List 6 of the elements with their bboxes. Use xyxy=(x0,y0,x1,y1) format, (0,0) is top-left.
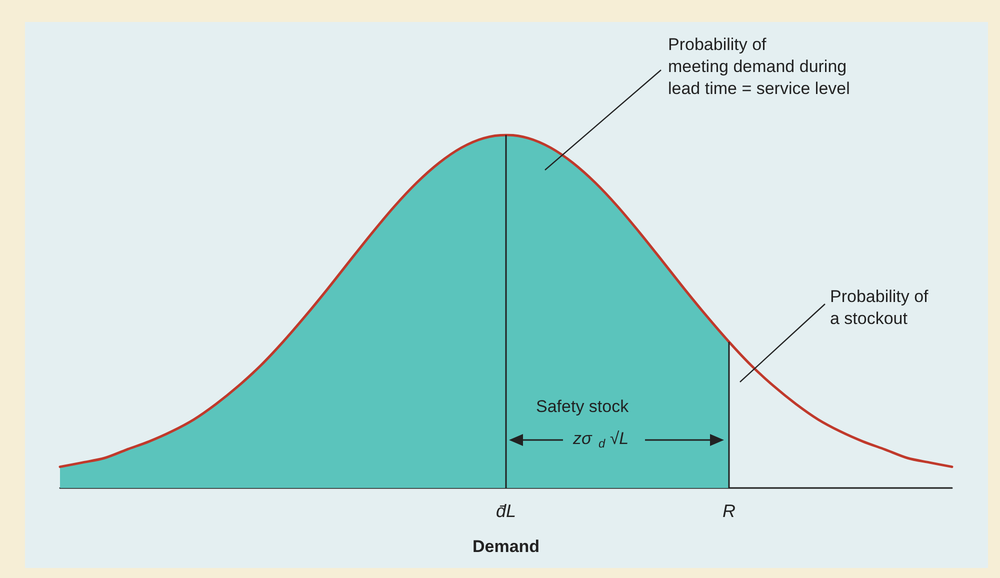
text: Probability of meeting demand during lead time = service level xyxy=(668,35,850,98)
x-tick-label: d̄L xyxy=(496,501,516,521)
x-tick-label: R xyxy=(722,501,736,521)
annotation: Safety stock xyxy=(536,397,630,416)
x-axis-title: Demand xyxy=(472,537,540,556)
annotation: Probability of a stockout xyxy=(830,287,929,328)
